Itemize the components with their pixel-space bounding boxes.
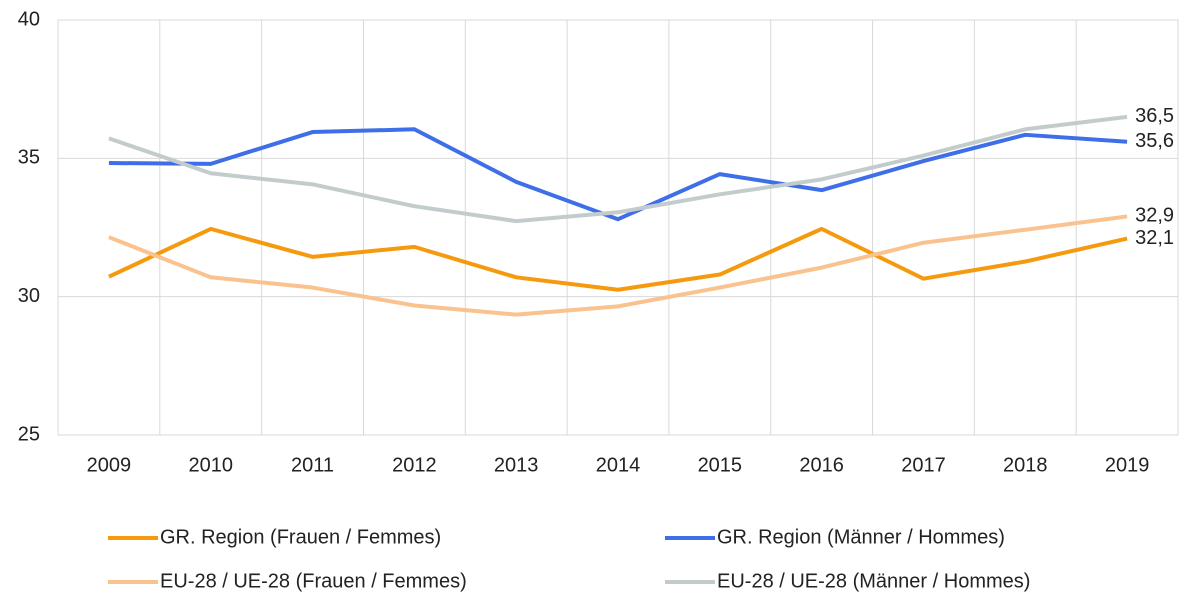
data-label: 35,6: [1135, 130, 1174, 152]
data-label: 32,1: [1135, 227, 1174, 249]
x-tick-label: 2012: [392, 454, 437, 476]
x-tick-label: 2013: [494, 454, 539, 476]
series-line: [108, 127, 1128, 222]
series-line: [108, 226, 1128, 292]
legend-label: GR. Region (Männer / Hommes): [717, 526, 1005, 548]
legend-label: EU-28 / UE-28 (Männer / Hommes): [717, 570, 1030, 592]
series-line: [108, 114, 1128, 224]
y-tick-label: 40: [18, 8, 40, 30]
x-tick-label: 2009: [87, 454, 132, 476]
y-tick-label: 25: [18, 423, 40, 445]
x-tick-label: 2017: [901, 454, 946, 476]
legend-label: GR. Region (Frauen / Femmes): [160, 526, 441, 548]
data-label: 32,9: [1135, 205, 1174, 227]
x-tick-label: 2016: [799, 454, 844, 476]
y-tick-label: 30: [18, 285, 40, 307]
x-tick-label: 2019: [1105, 454, 1150, 476]
legend-label: EU-28 / UE-28 (Frauen / Femmes): [160, 570, 467, 592]
x-tick-label: 2010: [188, 454, 233, 476]
plot-border: [57, 19, 1179, 436]
series-line: [108, 214, 1128, 317]
x-tick-label: 2018: [1003, 454, 1048, 476]
x-tick-label: 2011: [291, 454, 334, 476]
data-label: 36,5: [1135, 105, 1174, 127]
x-tick-label: 2014: [596, 454, 641, 476]
x-tick-label: 2015: [698, 454, 743, 476]
y-tick-label: 35: [18, 147, 40, 169]
